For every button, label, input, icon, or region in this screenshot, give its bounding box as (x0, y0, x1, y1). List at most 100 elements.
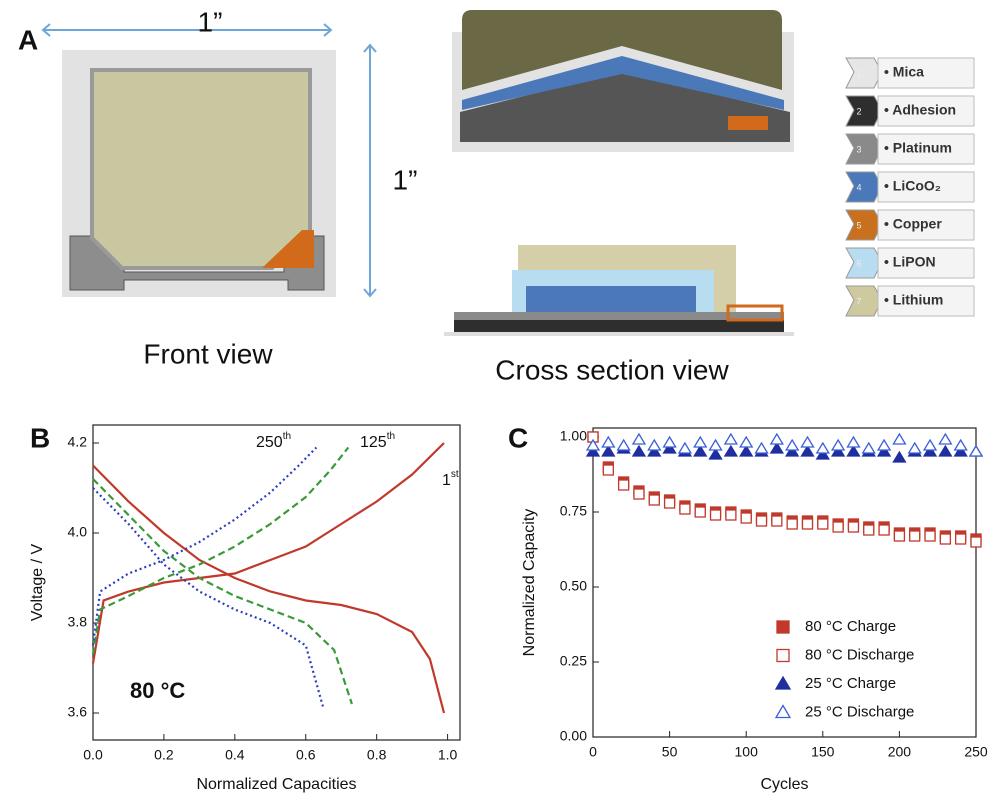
point (818, 519, 828, 529)
annotation-superscript: th (387, 431, 395, 442)
annotation-text: 1 (442, 472, 451, 489)
point (710, 440, 722, 450)
y-tick-label: 0.75 (560, 503, 587, 519)
cell-area (92, 70, 310, 268)
point (648, 440, 660, 450)
layer-chevron (846, 134, 882, 164)
y-tick-label: 1.00 (560, 428, 587, 444)
point (879, 525, 889, 535)
layer-number: 2 (856, 106, 861, 116)
layer-name: • Platinum (884, 140, 952, 156)
point (971, 537, 981, 547)
plot-frame (593, 428, 976, 737)
panel-label: B (30, 422, 50, 453)
point (726, 510, 736, 520)
point (878, 440, 890, 450)
point (956, 534, 966, 544)
point (771, 434, 783, 444)
x-axis-label: Normalized Capacities (196, 776, 356, 793)
point (863, 443, 875, 453)
layer-name: • Mica (884, 64, 924, 80)
point (603, 465, 613, 475)
x-tick-label: 100 (735, 744, 759, 760)
point (695, 507, 705, 517)
panel-label: C (508, 422, 528, 453)
point (679, 443, 691, 453)
cross-caption: Cross section view (495, 354, 729, 385)
x-tick-label: 250 (964, 744, 988, 760)
layer-number: 6 (856, 258, 861, 268)
point (801, 437, 813, 447)
annotation-superscript: th (283, 431, 291, 442)
point (924, 440, 936, 450)
point (633, 446, 645, 456)
y-tick-label: 4.0 (68, 524, 88, 540)
point (725, 434, 737, 444)
panel-label: A (18, 24, 38, 55)
layer-chevron (846, 210, 882, 240)
layer-number: 7 (856, 296, 861, 306)
x-tick-label: 0.0 (83, 747, 103, 763)
annotation-superscript: st (451, 469, 459, 480)
layer-number: 5 (856, 220, 861, 230)
point (725, 446, 737, 456)
point (847, 437, 859, 447)
legend-label: 25 °C Discharge (805, 703, 914, 720)
curve (93, 488, 324, 709)
point (619, 480, 629, 490)
curve (93, 448, 316, 646)
annotation: 125th (360, 431, 395, 452)
point (925, 531, 935, 541)
layer-number: 1 (856, 68, 861, 78)
legend-label: 25 °C Charge (805, 675, 896, 692)
legend-label: 80 °C Charge (805, 618, 896, 635)
point (634, 489, 644, 499)
point (664, 437, 676, 447)
layer-chevron (846, 286, 882, 316)
figure: A 1” 1” Front view Cross section view 1 •… (0, 0, 992, 800)
x-tick-label: 150 (811, 744, 835, 760)
point (602, 437, 614, 447)
point (633, 434, 645, 444)
point (939, 434, 951, 444)
y-tick-label: 4.2 (68, 434, 88, 450)
layer-chevron (846, 248, 882, 278)
point (740, 437, 752, 447)
annotation-text: 80 °C (130, 678, 185, 703)
width-label: 1” (198, 6, 223, 37)
point (893, 434, 905, 444)
legend-marker (776, 706, 790, 718)
front-caption: Front view (143, 338, 273, 369)
point (970, 446, 982, 456)
point (757, 516, 767, 526)
x-axis-label: Cycles (760, 776, 808, 793)
layer-chevron (846, 96, 882, 126)
point (680, 504, 690, 514)
point (817, 443, 829, 453)
x-tick-label: 0.6 (296, 747, 316, 763)
point (802, 519, 812, 529)
annotation: 250th (256, 431, 291, 452)
point (909, 443, 921, 453)
annotation-text: 250 (256, 434, 283, 451)
point (894, 531, 904, 541)
front-view-diagram: A 1” 1” Front view (18, 6, 417, 369)
point (864, 525, 874, 535)
layer-name: • Adhesion (884, 102, 956, 118)
point (786, 440, 798, 450)
x-tick-label: 1.0 (438, 747, 458, 763)
point (893, 452, 905, 462)
curve (93, 466, 444, 714)
point (910, 531, 920, 541)
x-tick-label: 0.4 (225, 747, 245, 763)
legend-marker (777, 621, 789, 633)
point (787, 519, 797, 529)
height-label: 1” (393, 164, 418, 195)
legend-label: 80 °C Discharge (805, 646, 914, 663)
copper-tab (728, 116, 768, 130)
point (741, 513, 751, 523)
legend-marker (777, 650, 789, 662)
x-tick-label: 50 (662, 744, 678, 760)
point (832, 440, 844, 450)
point (955, 440, 967, 450)
